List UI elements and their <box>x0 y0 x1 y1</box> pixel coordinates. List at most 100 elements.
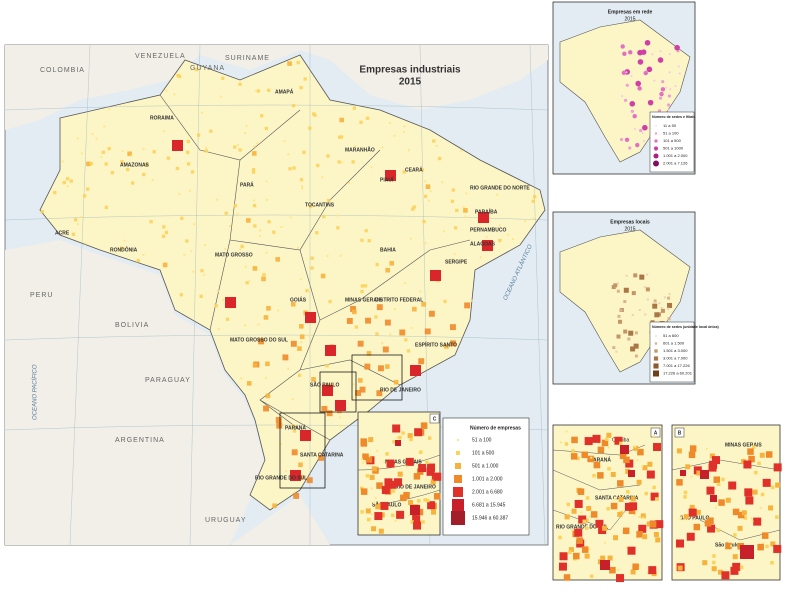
firm-square <box>239 248 242 251</box>
firm-square <box>224 247 227 250</box>
firm-square <box>396 510 405 519</box>
firm-square <box>337 135 342 139</box>
firm-square <box>378 528 384 534</box>
firm-square <box>238 82 242 86</box>
firm-mark <box>646 273 649 276</box>
firm-square <box>391 513 395 518</box>
firm-square <box>298 462 303 468</box>
firm-mark <box>668 71 671 74</box>
firm-square <box>410 326 413 329</box>
firm-square <box>339 424 342 427</box>
firm-square <box>581 451 588 459</box>
firm-mark <box>623 287 629 293</box>
firm-square <box>743 460 752 469</box>
firm-square <box>382 346 389 353</box>
firm-square <box>144 163 148 167</box>
firm-square <box>89 161 93 166</box>
firm-square <box>162 262 168 268</box>
firm-mark <box>625 83 629 87</box>
firm-square <box>757 543 764 551</box>
firm-square <box>383 460 386 463</box>
firm-square <box>689 504 695 510</box>
firm-square <box>706 486 715 495</box>
firm-square <box>220 95 223 98</box>
firm-mark <box>674 44 680 51</box>
firm-square <box>717 569 723 575</box>
firm-square <box>580 511 583 514</box>
firm-mark <box>635 142 640 148</box>
firm-square <box>119 246 124 250</box>
firm-mark <box>637 59 644 65</box>
firm-mark <box>612 346 616 350</box>
state-label: RORAIMA <box>150 115 174 121</box>
firm-square <box>381 146 384 149</box>
firm-square <box>200 269 204 273</box>
firm-square <box>619 452 627 460</box>
firm-square <box>592 434 601 443</box>
firm-square <box>101 150 105 154</box>
firm-square <box>524 220 527 223</box>
firm-square <box>360 238 364 242</box>
firm-mark <box>621 95 624 98</box>
firm-square <box>256 89 261 93</box>
inset-label: C <box>433 416 437 422</box>
legend-swatch <box>654 349 658 353</box>
firm-square <box>626 490 630 494</box>
firm-square <box>321 405 328 412</box>
firm-square <box>401 431 405 435</box>
firm-square <box>725 497 731 503</box>
firm-square <box>574 499 583 508</box>
firm-square <box>628 470 635 477</box>
firm-square <box>679 518 682 521</box>
firm-square <box>609 566 616 574</box>
firm-square <box>322 385 333 396</box>
zoom-frame-c <box>351 354 403 401</box>
firm-square <box>464 215 467 218</box>
firm-square <box>683 495 687 499</box>
firm-square <box>592 473 596 478</box>
legend-swatch <box>654 139 658 143</box>
firm-square <box>251 170 256 174</box>
firm-square <box>404 282 407 285</box>
firm-square <box>372 501 375 504</box>
firm-mark <box>628 330 634 336</box>
firm-square <box>62 180 66 185</box>
firm-square <box>704 520 712 527</box>
firm-square <box>677 565 683 571</box>
firm-square <box>374 315 378 319</box>
firm-square <box>588 515 591 518</box>
firm-square <box>376 482 383 489</box>
firm-square <box>127 151 132 157</box>
firm-square <box>770 485 775 490</box>
firm-mark <box>620 44 625 49</box>
firm-square <box>409 237 412 240</box>
firm-square <box>682 475 685 478</box>
firm-square <box>425 460 429 465</box>
firm-square <box>204 149 209 153</box>
firm-square <box>61 160 64 163</box>
firm-mark <box>644 39 651 46</box>
firm-square <box>180 216 184 221</box>
firm-square <box>425 184 431 190</box>
firm-square <box>151 178 154 181</box>
firm-square <box>362 461 365 464</box>
firm-square <box>341 161 344 164</box>
firm-square <box>103 125 106 128</box>
firm-square <box>646 470 655 479</box>
firm-square <box>431 509 437 515</box>
firm-square <box>288 167 292 171</box>
firm-square <box>245 124 248 127</box>
firm-square <box>275 257 281 262</box>
firm-square <box>732 508 740 516</box>
firm-square <box>238 148 242 152</box>
firm-square <box>376 304 383 311</box>
firm-mark <box>645 287 650 292</box>
firm-square <box>757 461 761 466</box>
firm-square <box>327 198 331 203</box>
firm-square <box>388 480 397 489</box>
firm-mark <box>638 308 641 311</box>
firm-square <box>172 140 183 151</box>
firm-square <box>370 513 373 516</box>
firm-square <box>627 546 636 555</box>
firm-square <box>705 447 708 450</box>
